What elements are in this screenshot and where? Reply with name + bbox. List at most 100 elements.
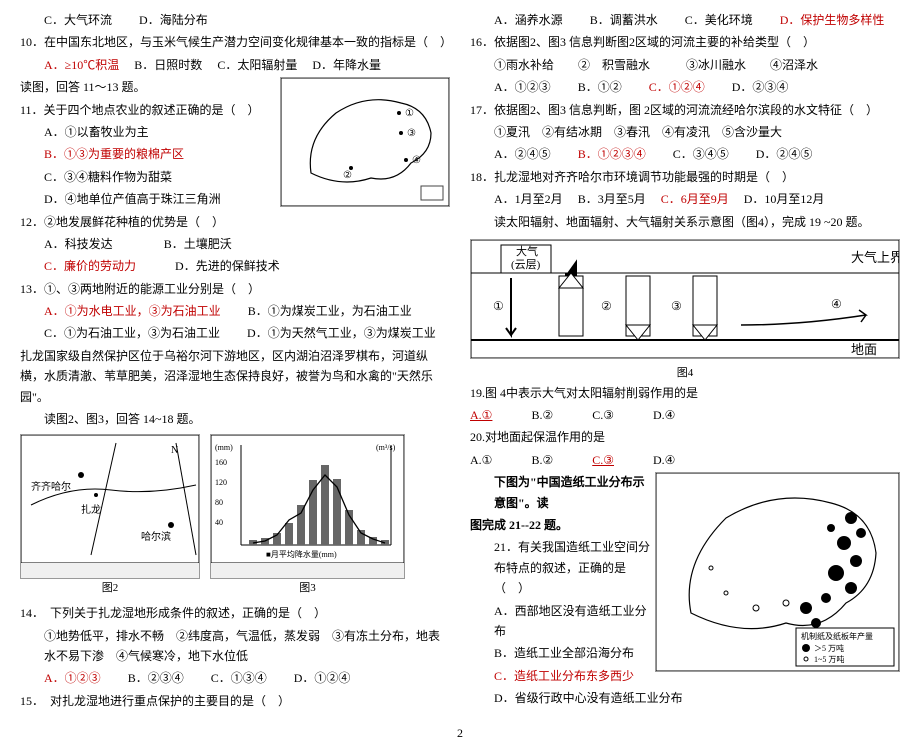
svg-text:②: ② bbox=[343, 170, 352, 181]
svg-text:③: ③ bbox=[407, 128, 416, 139]
svg-text:■月平均降水量(mm): ■月平均降水量(mm) bbox=[266, 549, 337, 559]
fig3-label: 图3 bbox=[210, 579, 405, 598]
figure-4: 大气 (云层) 大气上界 地面 ① ② ③ ④ bbox=[470, 239, 900, 359]
q10-a: A．≥10℃积温 bbox=[44, 58, 119, 72]
q19-d: D.④ bbox=[653, 408, 675, 422]
intro-14b: 读图2、图3，回答 14~18 题。 bbox=[20, 409, 450, 429]
q20: 20.对地面起保温作用的是 bbox=[470, 427, 900, 447]
q16-a: A．①②③ bbox=[494, 80, 551, 94]
q19-c: C.③ bbox=[592, 408, 614, 422]
intro-14: 扎龙国家级自然保护区位于乌裕尔河下游地区，区内湖泊沼泽罗棋布，河道纵横，水质清澈… bbox=[20, 346, 450, 407]
q10-d: D．年降水量 bbox=[312, 58, 381, 72]
q19-choices: A.① B.② C.③ D.④ bbox=[470, 405, 900, 425]
svg-text:④: ④ bbox=[831, 297, 842, 311]
fig-row: 齐齐哈尔 扎龙 哈尔滨 N 图2 bbox=[20, 434, 450, 598]
q16-opts: ①雨水补给 ② 积雪融水 ③冰川融水 ④沼泽水 bbox=[470, 55, 900, 75]
q9-c: C．大气环流 bbox=[44, 13, 112, 27]
svg-text:40: 40 bbox=[215, 518, 223, 527]
q14-opts: ①地势低平，排水不畅 ②纬度高，气温低，蒸发弱 ③有冻土分布，地表水不易下渗 ④… bbox=[20, 626, 450, 667]
svg-text:哈尔滨: 哈尔滨 bbox=[141, 530, 171, 543]
q9-d: D．海陆分布 bbox=[139, 13, 208, 27]
q16-choices: A．①②③ B．①② C．①②④ D．②③④ bbox=[470, 77, 900, 97]
q14-c: C．①③④ bbox=[211, 671, 267, 685]
figure-paper-map: 机制纸及纸板年产量 ＞5 万吨 1~5 万吨 bbox=[655, 472, 900, 672]
q18-c: C．6月至9月 bbox=[661, 192, 729, 206]
q15: 15． 对扎龙湿地进行重点保护的主要目的是（ ） bbox=[20, 691, 450, 711]
q13-c: C．①为石油工业，③为石油工业 bbox=[44, 326, 220, 340]
q16-d: D．②③④ bbox=[732, 80, 789, 94]
q14-a: A．①②③ bbox=[44, 671, 101, 685]
q13-a: A．①为水电工业，③为石油工业 bbox=[44, 304, 221, 318]
svg-text:(m³/s): (m³/s) bbox=[376, 443, 396, 452]
svg-text:④: ④ bbox=[412, 155, 421, 166]
q12-options: A．科技发达 B．土壤肥沃 bbox=[20, 234, 450, 254]
q13-b: B．①为煤炭工业，为石油工业 bbox=[248, 304, 412, 318]
q17-d: D．②④⑤ bbox=[756, 147, 813, 161]
figure-2: 齐齐哈尔 扎龙 哈尔滨 N bbox=[20, 434, 200, 579]
q20-c: C.③ bbox=[592, 453, 614, 467]
figure-china-map: ① ② ③ ④ bbox=[280, 77, 450, 207]
svg-text:(云层): (云层) bbox=[511, 258, 541, 271]
svg-text:机制纸及纸板年产量: 机制纸及纸板年产量 bbox=[801, 631, 873, 641]
svg-text:＞5 万吨: ＞5 万吨 bbox=[814, 643, 844, 653]
q21-d: D．省级行政中心没有造纸工业分布 bbox=[470, 688, 900, 708]
svg-text:③: ③ bbox=[671, 299, 682, 313]
q14-b: B．②③④ bbox=[128, 671, 184, 685]
q19-b: B.② bbox=[531, 408, 553, 422]
q16: 16．依据图2、图3 信息判断图2区域的河流主要的补给类型（ ） bbox=[470, 32, 900, 52]
q15-c: C．美化环境 bbox=[685, 13, 753, 27]
q17: 17．依据图2、图3 信息判断，图 2区域的河流流经哈尔滨段的水文特征（ ） bbox=[470, 100, 900, 120]
q19: 19.图 4中表示大气对太阳辐射削弱作用的是 bbox=[470, 383, 900, 403]
q12: 12．②地发展鲜花种植的优势是（ ） bbox=[20, 212, 450, 232]
q13: 13．①、③两地附近的能源工业分别是（ ） bbox=[20, 279, 450, 299]
q14-d: D．①②④ bbox=[294, 671, 351, 685]
q13-row2: C．①为石油工业，③为石油工业 D．①为天然气工业，③为煤炭工业 bbox=[20, 323, 450, 343]
q12-a: A．科技发达 bbox=[44, 237, 113, 251]
q13-row1: A．①为水电工业，③为石油工业 B．①为煤炭工业，为石油工业 bbox=[20, 301, 450, 321]
q18-b: B．3月至5月 bbox=[578, 192, 646, 206]
svg-text:齐齐哈尔: 齐齐哈尔 bbox=[31, 480, 71, 493]
q12-options2: C．廉价的劳动力 D．先进的保鲜技术 bbox=[20, 256, 450, 276]
q17-b: B．①②③④ bbox=[578, 147, 646, 161]
figure-3: (mm) 160 120 80 40 (m³/s) bbox=[210, 434, 405, 579]
svg-text:①: ① bbox=[405, 108, 414, 119]
q15-options: A．涵养水源 B．调蓄洪水 C．美化环境 D．保护生物多样性 bbox=[470, 10, 900, 30]
q17-opts: ①夏汛 ②有结冰期 ③春汛 ④有凌汛 ⑤含沙量大 bbox=[470, 122, 900, 142]
atmos-bottom-label: 地面 bbox=[851, 342, 877, 357]
q16-b: B．①② bbox=[578, 80, 622, 94]
q10: 10．在中国东北地区，与玉米气候生产潜力空间变化规律基本一致的指标是（ ） bbox=[20, 32, 450, 52]
svg-text:②: ② bbox=[601, 299, 612, 313]
svg-text:120: 120 bbox=[215, 478, 227, 487]
q18-a: A．1月至2月 bbox=[494, 192, 563, 206]
intro-19: 读太阳辐射、地面辐射、大气辐射关系示意图（图4），完成 19 ~20 题。 bbox=[470, 212, 900, 232]
q12-b: B．土壤肥沃 bbox=[164, 237, 232, 251]
q17-c: C．③④⑤ bbox=[673, 147, 729, 161]
q20-d: D.④ bbox=[653, 453, 675, 467]
q13-d: D．①为天然气工业，③为煤炭工业 bbox=[247, 326, 436, 340]
q14: 14． 下列关于扎龙湿地形成条件的叙述，正确的是（ ） bbox=[20, 603, 450, 623]
q20-choices: A.① B.② C.③ D.④ bbox=[470, 450, 900, 470]
q14-choices: A．①②③ B．②③④ C．①③④ D．①②④ bbox=[20, 668, 450, 688]
q19-a: A.① bbox=[470, 408, 492, 422]
svg-text:160: 160 bbox=[215, 458, 227, 467]
q15-d: D．保护生物多样性 bbox=[780, 13, 885, 27]
q17-choices: A．②④⑤ B．①②③④ C．③④⑤ D．②④⑤ bbox=[470, 144, 900, 164]
svg-text:大气: 大气 bbox=[516, 244, 538, 258]
atmos-top-label: 大气上界 bbox=[851, 250, 899, 265]
svg-text:扎龙: 扎龙 bbox=[81, 503, 101, 516]
q17-a: A．②④⑤ bbox=[494, 147, 551, 161]
fig2-label: 图2 bbox=[20, 579, 200, 598]
q12-d: D．先进的保鲜技术 bbox=[175, 259, 280, 273]
fig4-label: 图4 bbox=[470, 364, 900, 383]
svg-text:①: ① bbox=[493, 299, 504, 313]
svg-text:N: N bbox=[171, 445, 178, 456]
q20-b: B.② bbox=[531, 453, 553, 467]
q20-a: A.① bbox=[470, 453, 492, 467]
q18: 18．扎龙湿地对齐齐哈尔市环境调节功能最强的时期是（ ） bbox=[470, 167, 900, 187]
q16-c: C．①②④ bbox=[649, 80, 705, 94]
q18-d: D．10月至12月 bbox=[744, 192, 825, 206]
svg-text:1~5 万吨: 1~5 万吨 bbox=[814, 654, 844, 664]
q18-choices: A．1月至2月 B．3月至5月 C．6月至9月 D．10月至12月 bbox=[470, 189, 900, 209]
q15-b: B．调蓄洪水 bbox=[590, 13, 658, 27]
q9-options: C．大气环流 D．海陆分布 bbox=[20, 10, 450, 30]
